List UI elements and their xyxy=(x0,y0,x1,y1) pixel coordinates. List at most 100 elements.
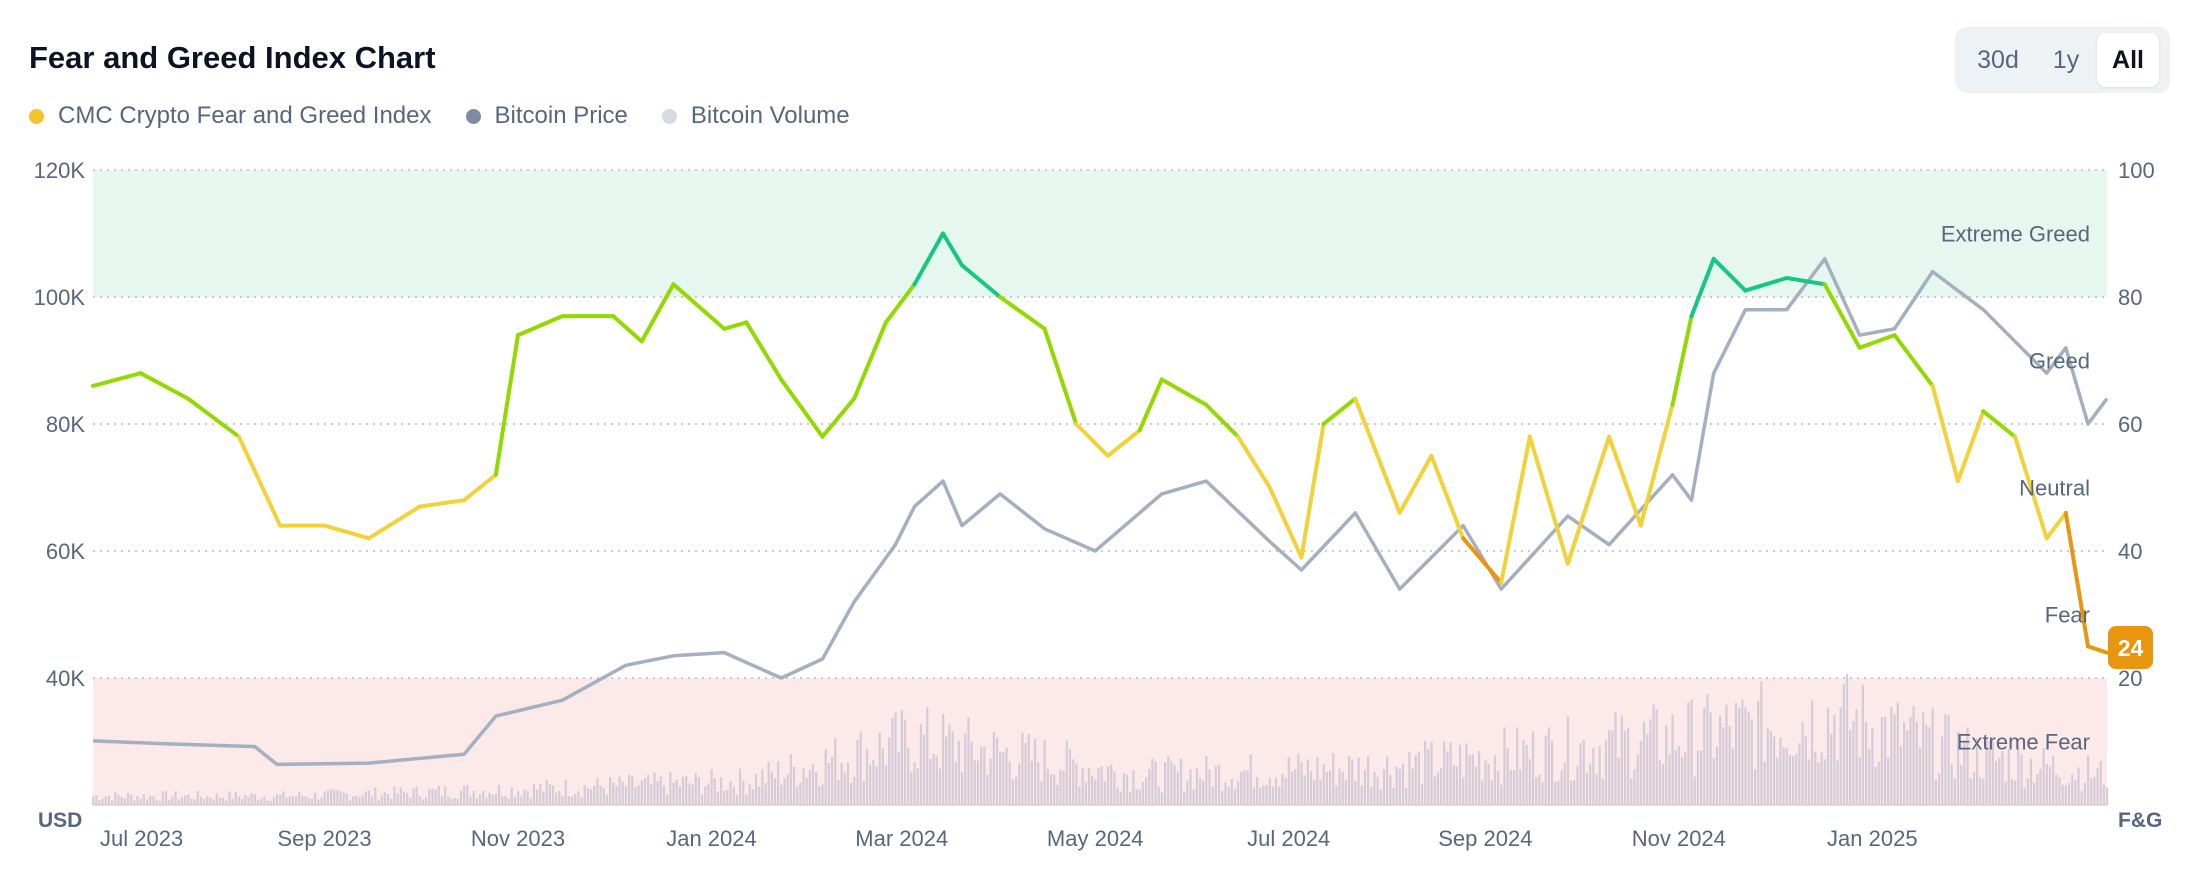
volume-bar xyxy=(104,796,107,805)
volume-bar xyxy=(1367,756,1370,805)
volume-bar xyxy=(666,794,669,805)
volume-bar xyxy=(2077,767,2080,805)
volume-bar xyxy=(1585,772,1589,805)
volume-bar xyxy=(1484,760,1487,805)
volume-bar xyxy=(526,790,529,805)
volume-bar xyxy=(1623,730,1627,805)
volume-bar xyxy=(2026,778,2029,805)
right-tick-label: 80 xyxy=(2118,285,2142,310)
volume-bar xyxy=(1354,780,1357,805)
volume-bar xyxy=(1401,763,1405,805)
volume-bar xyxy=(444,786,447,805)
volume-bar xyxy=(726,790,729,805)
volume-bar xyxy=(536,789,539,805)
volume-bar xyxy=(1804,736,1807,805)
volume-bar xyxy=(1132,769,1135,805)
volume-bar xyxy=(412,788,415,805)
volume-bar xyxy=(999,751,1002,805)
volume-bar xyxy=(618,776,621,805)
fear-greed-segment xyxy=(1461,536,1504,585)
fear-greed-segment xyxy=(1955,409,1986,484)
legend-item-bitcoin-price[interactable]: Bitcoin Price xyxy=(465,102,628,130)
right-tick-label: 60 xyxy=(2118,412,2142,437)
volume-bar xyxy=(1332,753,1335,805)
volume-bar xyxy=(139,798,142,805)
volume-bar xyxy=(856,740,859,805)
volume-bar xyxy=(818,786,821,805)
volume-bar xyxy=(320,797,323,805)
range-1y-button[interactable]: 1y xyxy=(2052,45,2080,74)
volume-bar xyxy=(596,777,599,805)
volume-bar xyxy=(2058,777,2061,805)
volume-bar xyxy=(326,790,329,805)
volume-bar xyxy=(545,779,548,805)
fear-greed-segment xyxy=(2063,510,2090,649)
volume-bar xyxy=(374,787,377,805)
volume-bar xyxy=(1341,771,1344,805)
volume-bar xyxy=(878,732,881,805)
volume-bar xyxy=(510,787,513,805)
volume-bar xyxy=(1614,711,1617,805)
volume-bar xyxy=(222,797,225,805)
volume-bar xyxy=(1782,747,1785,805)
volume-bar xyxy=(1474,766,1478,805)
fear-greed-segment xyxy=(91,371,143,388)
volume-bar xyxy=(1560,770,1563,805)
volume-bar xyxy=(1113,771,1116,805)
volume-bar xyxy=(789,754,792,805)
volume-bar xyxy=(1696,750,1700,805)
volume-bar xyxy=(1709,712,1712,805)
volume-bar xyxy=(485,797,488,805)
volume-bar xyxy=(1170,761,1173,805)
volume-bar xyxy=(1544,735,1547,805)
volume-bar xyxy=(1861,684,1864,805)
volume-bar xyxy=(1823,759,1826,805)
volume-bar xyxy=(269,800,272,805)
right-tick-label: 100 xyxy=(2118,158,2155,183)
volume-bar xyxy=(1490,780,1493,805)
fear-greed-segment xyxy=(852,320,888,401)
volume-bar xyxy=(1693,776,1696,805)
volume-bar xyxy=(1379,789,1382,805)
volume-bar xyxy=(1335,785,1338,805)
x-tick-label: May 2024 xyxy=(1047,826,1144,851)
volume-bar xyxy=(783,777,786,805)
volume-bar xyxy=(206,795,209,805)
volume-bar xyxy=(348,800,352,805)
volume-bar xyxy=(352,796,355,805)
volume-bar xyxy=(1994,760,1998,805)
volume-bar xyxy=(967,717,970,805)
volume-bar xyxy=(1284,777,1287,805)
volume-bar xyxy=(637,785,640,805)
volume-bar xyxy=(228,791,231,805)
volume-bar xyxy=(631,776,634,805)
volume-bar xyxy=(2055,774,2058,805)
volume-bar xyxy=(1658,760,1661,805)
volume-bar xyxy=(1094,779,1097,805)
volume-bar xyxy=(1979,777,1982,805)
volume-bar xyxy=(342,792,345,805)
volume-bar xyxy=(767,761,770,805)
volume-bar xyxy=(95,795,98,805)
volume-bar xyxy=(2004,781,2007,805)
volume-bar xyxy=(517,791,520,805)
volume-bar xyxy=(710,769,713,805)
volume-bar xyxy=(1075,763,1078,805)
volume-bar xyxy=(155,799,158,805)
volume-bar xyxy=(1049,774,1053,805)
legend-item-bitcoin-volume[interactable]: Bitcoin Volume xyxy=(661,102,850,130)
volume-bar xyxy=(1525,745,1528,805)
left-tick-label: 100K xyxy=(34,285,86,310)
left-tick-label: 60K xyxy=(46,539,85,564)
volume-bar xyxy=(1988,741,1991,805)
left-tick-label: 40K xyxy=(46,666,85,691)
volume-bar xyxy=(1887,757,1890,805)
legend-item-fear-greed[interactable]: CMC Crypto Fear and Greed Index xyxy=(29,102,432,130)
x-tick-label: Nov 2023 xyxy=(471,826,565,851)
volume-bar xyxy=(301,796,304,805)
range-all-button[interactable]: All xyxy=(2097,33,2159,87)
volume-bar xyxy=(1135,789,1138,805)
range-30d-button[interactable]: 30d xyxy=(1977,45,2019,74)
fear-greed-segment xyxy=(1074,422,1110,458)
